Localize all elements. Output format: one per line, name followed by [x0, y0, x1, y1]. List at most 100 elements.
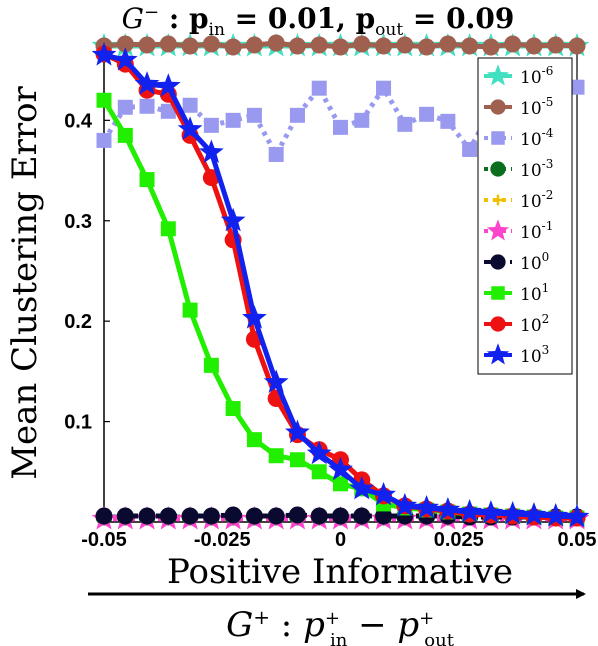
legend-entry: 103	[484, 343, 549, 367]
data-point	[245, 507, 263, 525]
legend-marker	[486, 219, 510, 241]
data-point	[310, 507, 328, 525]
data-point	[242, 305, 267, 329]
data-point	[245, 36, 263, 54]
legend-marker	[492, 194, 504, 206]
x-tick-label: 0	[335, 529, 346, 551]
data-point	[349, 475, 375, 500]
data-point	[246, 432, 262, 448]
data-point	[376, 80, 392, 96]
data-point	[396, 36, 414, 54]
data-point	[371, 481, 396, 506]
data-point	[354, 112, 370, 128]
data-point	[225, 112, 241, 128]
axis-ticks: -0.05 -0.025 0 0.025 0.05 0.1 0.2 0.3 0.4	[64, 110, 596, 551]
data-point	[306, 440, 332, 465]
data-point	[289, 107, 305, 123]
legend-entry: 10-5	[484, 95, 553, 119]
data-point	[289, 452, 305, 468]
legend-marker	[490, 254, 506, 270]
data-point	[288, 506, 306, 524]
data-point	[435, 496, 461, 521]
x-tick-label: -0.05	[81, 529, 127, 551]
data-point	[375, 37, 393, 55]
data-point	[332, 38, 349, 56]
data-point	[139, 98, 155, 114]
legend-entry: 100	[484, 250, 549, 274]
data-point	[268, 146, 284, 162]
data-point	[419, 106, 435, 122]
data-point	[155, 73, 181, 97]
legend-entry: 102	[484, 312, 549, 336]
data-point	[246, 107, 262, 123]
data-point	[225, 401, 241, 417]
data-point	[199, 139, 224, 163]
legend-label: 102	[520, 312, 549, 336]
legend-label: 10-4	[520, 126, 554, 150]
data-point	[202, 35, 220, 53]
series-10^3	[91, 42, 590, 528]
data-point	[414, 494, 439, 519]
y-tick-label: 0.2	[64, 311, 92, 333]
data-point	[521, 501, 547, 526]
data-point	[564, 503, 590, 528]
data-point	[159, 35, 177, 53]
legend-entry: 10-3	[484, 157, 553, 181]
y-axis-label: Mean Clustering Error	[5, 85, 45, 479]
data-point	[333, 476, 348, 492]
data-point	[95, 507, 113, 525]
data-point	[569, 79, 585, 95]
data-point	[116, 35, 134, 53]
legend-entry: 10-6	[484, 64, 553, 88]
legend-label: 100	[520, 250, 549, 274]
data-point	[117, 99, 133, 115]
legend-entry: 10-4	[484, 126, 554, 150]
data-point	[267, 34, 285, 52]
x-axis-label: Positive Informative	[167, 552, 513, 592]
data-point	[333, 119, 348, 135]
data-point	[263, 369, 289, 393]
x-tick-label: -0.025	[194, 529, 251, 551]
data-point	[440, 113, 456, 129]
legend-marker	[491, 286, 505, 300]
data-point	[543, 502, 569, 527]
data-point	[457, 498, 482, 523]
legend-label: 10-2	[520, 188, 553, 212]
data-point	[353, 507, 371, 525]
y-tick-label: 0.3	[64, 211, 92, 233]
x-tick-label: 0.05	[558, 529, 597, 551]
x-tick-label: 0.025	[434, 529, 484, 551]
data-point	[138, 36, 156, 54]
data-point	[182, 302, 198, 318]
legend-marker	[490, 99, 506, 115]
data-point	[139, 172, 155, 188]
data-point	[96, 92, 112, 108]
legend-marker	[486, 343, 510, 365]
legend: 10-6 10-5 10-4 10-3 10-2 10-1 100 101 102 103	[477, 57, 573, 375]
data-point	[181, 507, 199, 525]
data-point	[375, 507, 393, 525]
y-tick-label: 0.1	[64, 412, 92, 434]
data-point	[353, 35, 371, 53]
data-point	[134, 71, 160, 95]
data-point	[328, 456, 353, 481]
data-point	[461, 37, 479, 55]
legend-entry: 101	[484, 281, 549, 305]
data-point	[310, 36, 328, 54]
series-10^-5	[95, 34, 586, 56]
data-point	[224, 506, 242, 524]
legend-entry: 10-2	[484, 188, 553, 212]
x-axis-sublabel: G+ : p+ in − p+ out	[226, 605, 455, 646]
legend-entry: 10-1	[484, 219, 553, 243]
legend-label: 101	[520, 281, 549, 305]
legend-label: 10-6	[520, 64, 553, 88]
data-point	[288, 37, 306, 55]
data-point	[397, 116, 413, 132]
data-point	[268, 448, 284, 464]
legend-marker	[491, 131, 505, 145]
data-point	[439, 35, 457, 53]
data-point	[525, 37, 543, 55]
data-point	[203, 117, 219, 133]
data-point	[96, 132, 112, 148]
